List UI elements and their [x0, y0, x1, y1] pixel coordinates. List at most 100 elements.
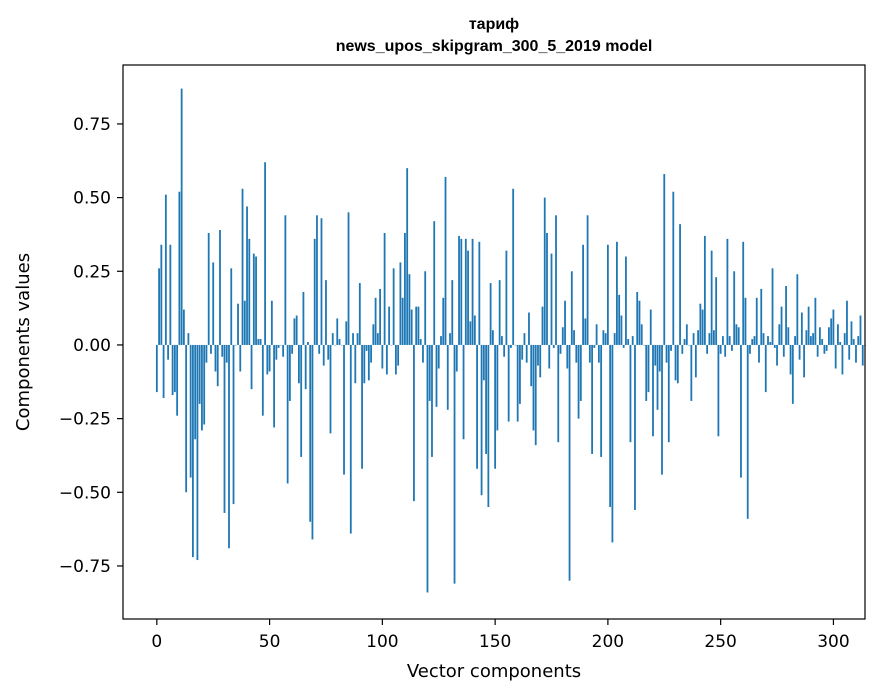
bar-261: [744, 297, 747, 345]
x-axis-label: Vector components: [407, 661, 581, 682]
bar-42: [250, 344, 253, 390]
bar-85: [347, 212, 350, 345]
bar-20: [201, 344, 203, 431]
bar-181: [564, 300, 566, 345]
bar-126: [440, 336, 442, 345]
bar-125: [437, 344, 440, 369]
bar-19: [198, 344, 201, 404]
bar-309: [852, 339, 855, 345]
bar-191: [586, 215, 589, 345]
bar-96: [372, 324, 375, 345]
bar-246: [710, 250, 713, 345]
bar-187: [577, 344, 580, 419]
bar-7: [171, 344, 174, 396]
bar-59: [288, 344, 291, 401]
bar-60: [291, 344, 294, 354]
x-tick-label-150: 150: [479, 632, 511, 652]
bar-299: [830, 318, 833, 345]
bar-270: [764, 344, 767, 393]
bar-101: [383, 232, 386, 345]
bar-163: [523, 333, 526, 345]
bar-222: [656, 344, 659, 410]
bar-14: [187, 333, 190, 345]
bar-278: [782, 344, 785, 357]
bar-263: [749, 344, 751, 354]
bar-183: [568, 344, 571, 581]
bar-241: [699, 303, 702, 345]
bar-119: [424, 271, 427, 345]
bar-31: [225, 344, 228, 363]
bar-112: [408, 274, 411, 345]
bar-170: [539, 344, 542, 378]
bar-113: [410, 309, 413, 345]
bar-116: [417, 306, 420, 345]
bar-251: [722, 336, 724, 345]
chart-subtitle: news_upos_skipgram_300_5_2019 model: [336, 38, 653, 55]
bar-138: [467, 250, 469, 345]
bar-199: [604, 333, 607, 345]
bar-157: [510, 344, 512, 348]
bar-207: [622, 344, 625, 348]
bar-39: [243, 300, 246, 345]
bar-134: [458, 235, 460, 345]
x-tick-label-50: 50: [259, 632, 281, 652]
bar-184: [570, 271, 573, 345]
bar-124: [435, 344, 438, 407]
bar-226: [665, 344, 668, 363]
bar-62: [295, 315, 298, 345]
bar-98: [376, 333, 379, 345]
bar-69: [311, 344, 314, 540]
bar-173: [546, 232, 548, 345]
y-tick-label-6: 0.75: [73, 115, 111, 135]
bar-57: [284, 215, 287, 345]
y-tick-label-1: −0.50: [59, 483, 111, 503]
bar-295: [821, 339, 824, 345]
bar-177: [555, 215, 557, 345]
bar-145: [482, 344, 485, 381]
bar-275: [776, 344, 778, 366]
bar-136: [462, 344, 465, 440]
bar-56: [282, 344, 285, 357]
bar-311: [857, 336, 860, 345]
y-tick-label-3: 0.00: [73, 336, 111, 356]
bar-213: [636, 291, 639, 345]
bar-10: [178, 191, 181, 345]
bar-182: [566, 344, 569, 369]
bar-153: [500, 336, 503, 345]
bar-15: [189, 344, 192, 478]
bar-77: [329, 344, 332, 434]
bar-150: [494, 344, 497, 469]
bar-257: [735, 324, 738, 345]
bar-83: [343, 344, 345, 475]
bar-218: [647, 344, 650, 393]
bar-176: [552, 344, 555, 348]
bar-25: [212, 262, 215, 345]
bar-40: [246, 206, 248, 345]
bar-52: [273, 344, 275, 428]
y-tick-label-2: −0.25: [59, 410, 111, 430]
bar-194: [593, 344, 596, 348]
bar-44: [255, 256, 257, 345]
bar-103: [388, 306, 391, 345]
bar-24: [210, 344, 212, 354]
bar-301: [834, 344, 837, 369]
plot-area-frame: [122, 64, 866, 620]
bar-300: [832, 309, 835, 345]
bar-75: [325, 280, 327, 345]
bar-201: [609, 344, 612, 508]
bar-274: [773, 344, 776, 348]
bar-92: [363, 344, 366, 384]
bar-94: [367, 344, 370, 381]
bar-29: [221, 344, 224, 357]
bar-105: [392, 268, 395, 345]
bar-212: [634, 344, 636, 510]
bar-203: [613, 333, 616, 345]
bar-117: [419, 339, 422, 345]
bar-37: [239, 344, 242, 372]
bar-36: [237, 303, 239, 345]
bar-230: [674, 344, 677, 381]
bar-81: [338, 339, 341, 345]
bar-294: [818, 327, 821, 345]
bar-288: [805, 330, 808, 345]
bar-51: [270, 300, 273, 345]
